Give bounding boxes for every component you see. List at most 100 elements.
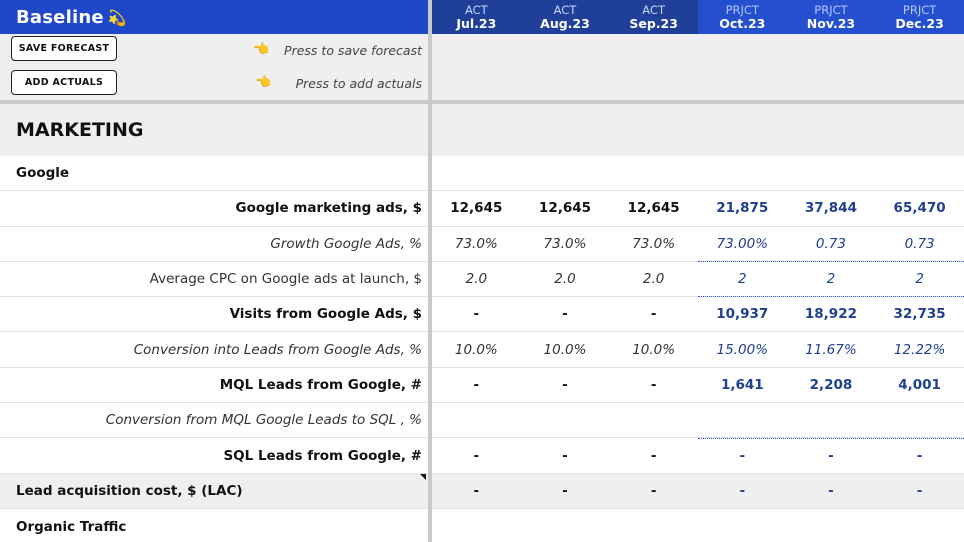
row-label: Average CPC on Google ads at launch, $ <box>149 271 422 288</box>
value-cell[interactable]: 12.22% <box>893 341 946 358</box>
value-cell[interactable]: 2.0 <box>554 271 576 288</box>
value-cell[interactable]: 2 <box>826 271 836 288</box>
value-cell[interactable]: 0.73 <box>904 235 935 252</box>
controls-empty-area <box>432 34 964 100</box>
value-cell[interactable]: 2,208 <box>809 376 853 393</box>
value-cell[interactable]: - <box>562 482 568 499</box>
input-cell-divider <box>698 296 964 297</box>
value-cell[interactable]: 32,735 <box>893 306 946 323</box>
value-cell[interactable]: 65,470 <box>893 200 946 217</box>
month-col-sep[interactable]: ACT Sep.23 <box>609 0 698 34</box>
frozen-column-divider[interactable] <box>428 0 432 542</box>
value-cell[interactable] <box>698 403 787 437</box>
save-forecast-button[interactable]: SAVE FORECAST <box>11 36 117 61</box>
value-cell[interactable]: - <box>828 447 834 464</box>
month-header-row: ACT Jul.23 ACT Aug.23 ACT Sep.23 PRJCT O… <box>432 0 964 34</box>
row-label: Conversion from MQL Google Leads to SQL … <box>105 412 422 429</box>
value-cell[interactable]: - <box>739 447 746 464</box>
value-cell[interactable]: 10.0% <box>543 341 587 358</box>
value-cell[interactable]: 73.0% <box>543 235 587 252</box>
table-row: Conversion into Leads from Google Ads, %… <box>0 333 964 368</box>
value-cell[interactable]: 37,844 <box>804 200 857 217</box>
value-cell[interactable]: - <box>562 376 568 393</box>
value-cell[interactable]: - <box>828 482 834 499</box>
value-cell[interactable] <box>787 403 876 437</box>
value-cell[interactable]: 12,645 <box>627 200 680 217</box>
value-cell[interactable]: - <box>562 447 568 464</box>
group-row-organic: Organic Traffic <box>0 509 964 542</box>
table-row: Growth Google Ads, % 73.0% 73.0% 73.0% 7… <box>0 227 964 262</box>
row-label: Conversion into Leads from Google Ads, % <box>133 341 422 358</box>
value-cell[interactable]: 10.0% <box>454 341 498 358</box>
table-row: Google marketing ads, $ 12,645 12,645 12… <box>0 191 964 227</box>
group-label: Google <box>16 165 70 182</box>
value-cell[interactable]: 2 <box>915 271 924 288</box>
value-cell[interactable]: 1,641 <box>720 376 764 393</box>
value-cell[interactable]: 2 <box>738 271 747 288</box>
table-row: Average CPC on Google ads at launch, $ 2… <box>0 262 964 298</box>
sheet-header: Baseline 💫 <box>0 0 428 34</box>
section-title: MARKETING <box>0 104 428 156</box>
input-cell-divider <box>698 261 964 262</box>
value-cell[interactable] <box>521 403 610 437</box>
row-label: Lead acquisition cost, $ (LAC) <box>16 482 243 499</box>
frozen-row-divider[interactable] <box>0 100 964 104</box>
value-cell[interactable]: 18,922 <box>804 306 857 323</box>
value-cell[interactable]: - <box>916 482 923 499</box>
add-row: ADD ACTUALS 👈 Press to add actuals <box>0 67 428 100</box>
group-row-google: Google <box>0 156 964 192</box>
row-label: Google marketing ads, $ <box>235 200 422 217</box>
value-cell[interactable]: - <box>473 482 480 499</box>
month-col-jul[interactable]: ACT Jul.23 <box>432 0 521 34</box>
comment-indicator-icon[interactable] <box>420 474 426 480</box>
value-cell[interactable]: - <box>739 482 746 499</box>
month-col-dec[interactable]: PRJCT Dec.23 <box>875 0 964 34</box>
value-cell[interactable] <box>432 403 521 437</box>
month-col-aug[interactable]: ACT Aug.23 <box>520 0 610 34</box>
value-cell[interactable] <box>875 403 964 437</box>
month-col-oct[interactable]: PRJCT Oct.23 <box>697 0 787 34</box>
row-label: Growth Google Ads, % <box>270 235 422 252</box>
controls-panel: SAVE FORECAST 👈 Press to save forecast A… <box>0 34 428 100</box>
table-row: Lead acquisition cost, $ (LAC) - - - - -… <box>0 473 964 509</box>
value-cell[interactable]: - <box>562 306 568 323</box>
input-cell-divider <box>698 437 964 439</box>
value-cell[interactable]: 73.00% <box>716 235 769 252</box>
save-row: SAVE FORECAST 👈 Press to save forecast <box>0 34 428 67</box>
section-title-filler <box>432 104 964 156</box>
value-cell[interactable]: - <box>473 376 480 393</box>
table-row: Visits from Google Ads, $ - - - 10,937 1… <box>0 297 964 333</box>
value-cell[interactable]: 10.0% <box>632 341 676 358</box>
value-cell[interactable]: 15.00% <box>716 341 769 358</box>
value-cell[interactable]: 12,645 <box>538 200 592 217</box>
value-cell[interactable]: 4,001 <box>898 376 941 393</box>
row-label: SQL Leads from Google, # <box>223 447 422 464</box>
pointing-hand-icon: 👈 <box>253 42 270 57</box>
value-cell[interactable]: - <box>916 447 923 464</box>
value-cell[interactable]: - <box>473 306 480 323</box>
value-cell[interactable]: - <box>650 482 657 499</box>
add-actuals-button[interactable]: ADD ACTUALS <box>11 70 117 95</box>
group-label: Organic Traffic <box>16 518 127 535</box>
scenario-title: Baseline 💫 <box>16 6 127 28</box>
value-cell[interactable]: - <box>650 376 657 393</box>
value-cell[interactable]: 2.0 <box>642 271 665 288</box>
table-row: SQL Leads from Google, # - - - - - - <box>0 438 964 474</box>
value-cell[interactable]: 73.0% <box>454 235 498 252</box>
month-col-nov[interactable]: PRJCT Nov.23 <box>786 0 876 34</box>
table-row: Conversion from MQL Google Leads to SQL … <box>0 403 964 439</box>
value-cell[interactable]: 10,937 <box>716 306 769 323</box>
row-label: MQL Leads from Google, # <box>219 376 422 393</box>
value-cell[interactable]: - <box>473 447 480 464</box>
value-cell[interactable]: 2.0 <box>465 271 488 288</box>
value-cell[interactable] <box>609 403 698 437</box>
value-cell[interactable]: 0.73 <box>815 235 846 252</box>
value-cell[interactable]: 11.67% <box>805 341 857 358</box>
value-cell[interactable]: 73.0% <box>632 235 676 252</box>
value-cell[interactable]: - <box>650 306 657 323</box>
value-cell[interactable]: - <box>650 447 657 464</box>
pointing-hand-icon: 👈 <box>255 75 272 90</box>
value-cell[interactable]: 12,645 <box>450 200 503 217</box>
value-cell[interactable]: 21,875 <box>716 200 769 217</box>
sparkle-icon: 💫 <box>107 8 127 27</box>
